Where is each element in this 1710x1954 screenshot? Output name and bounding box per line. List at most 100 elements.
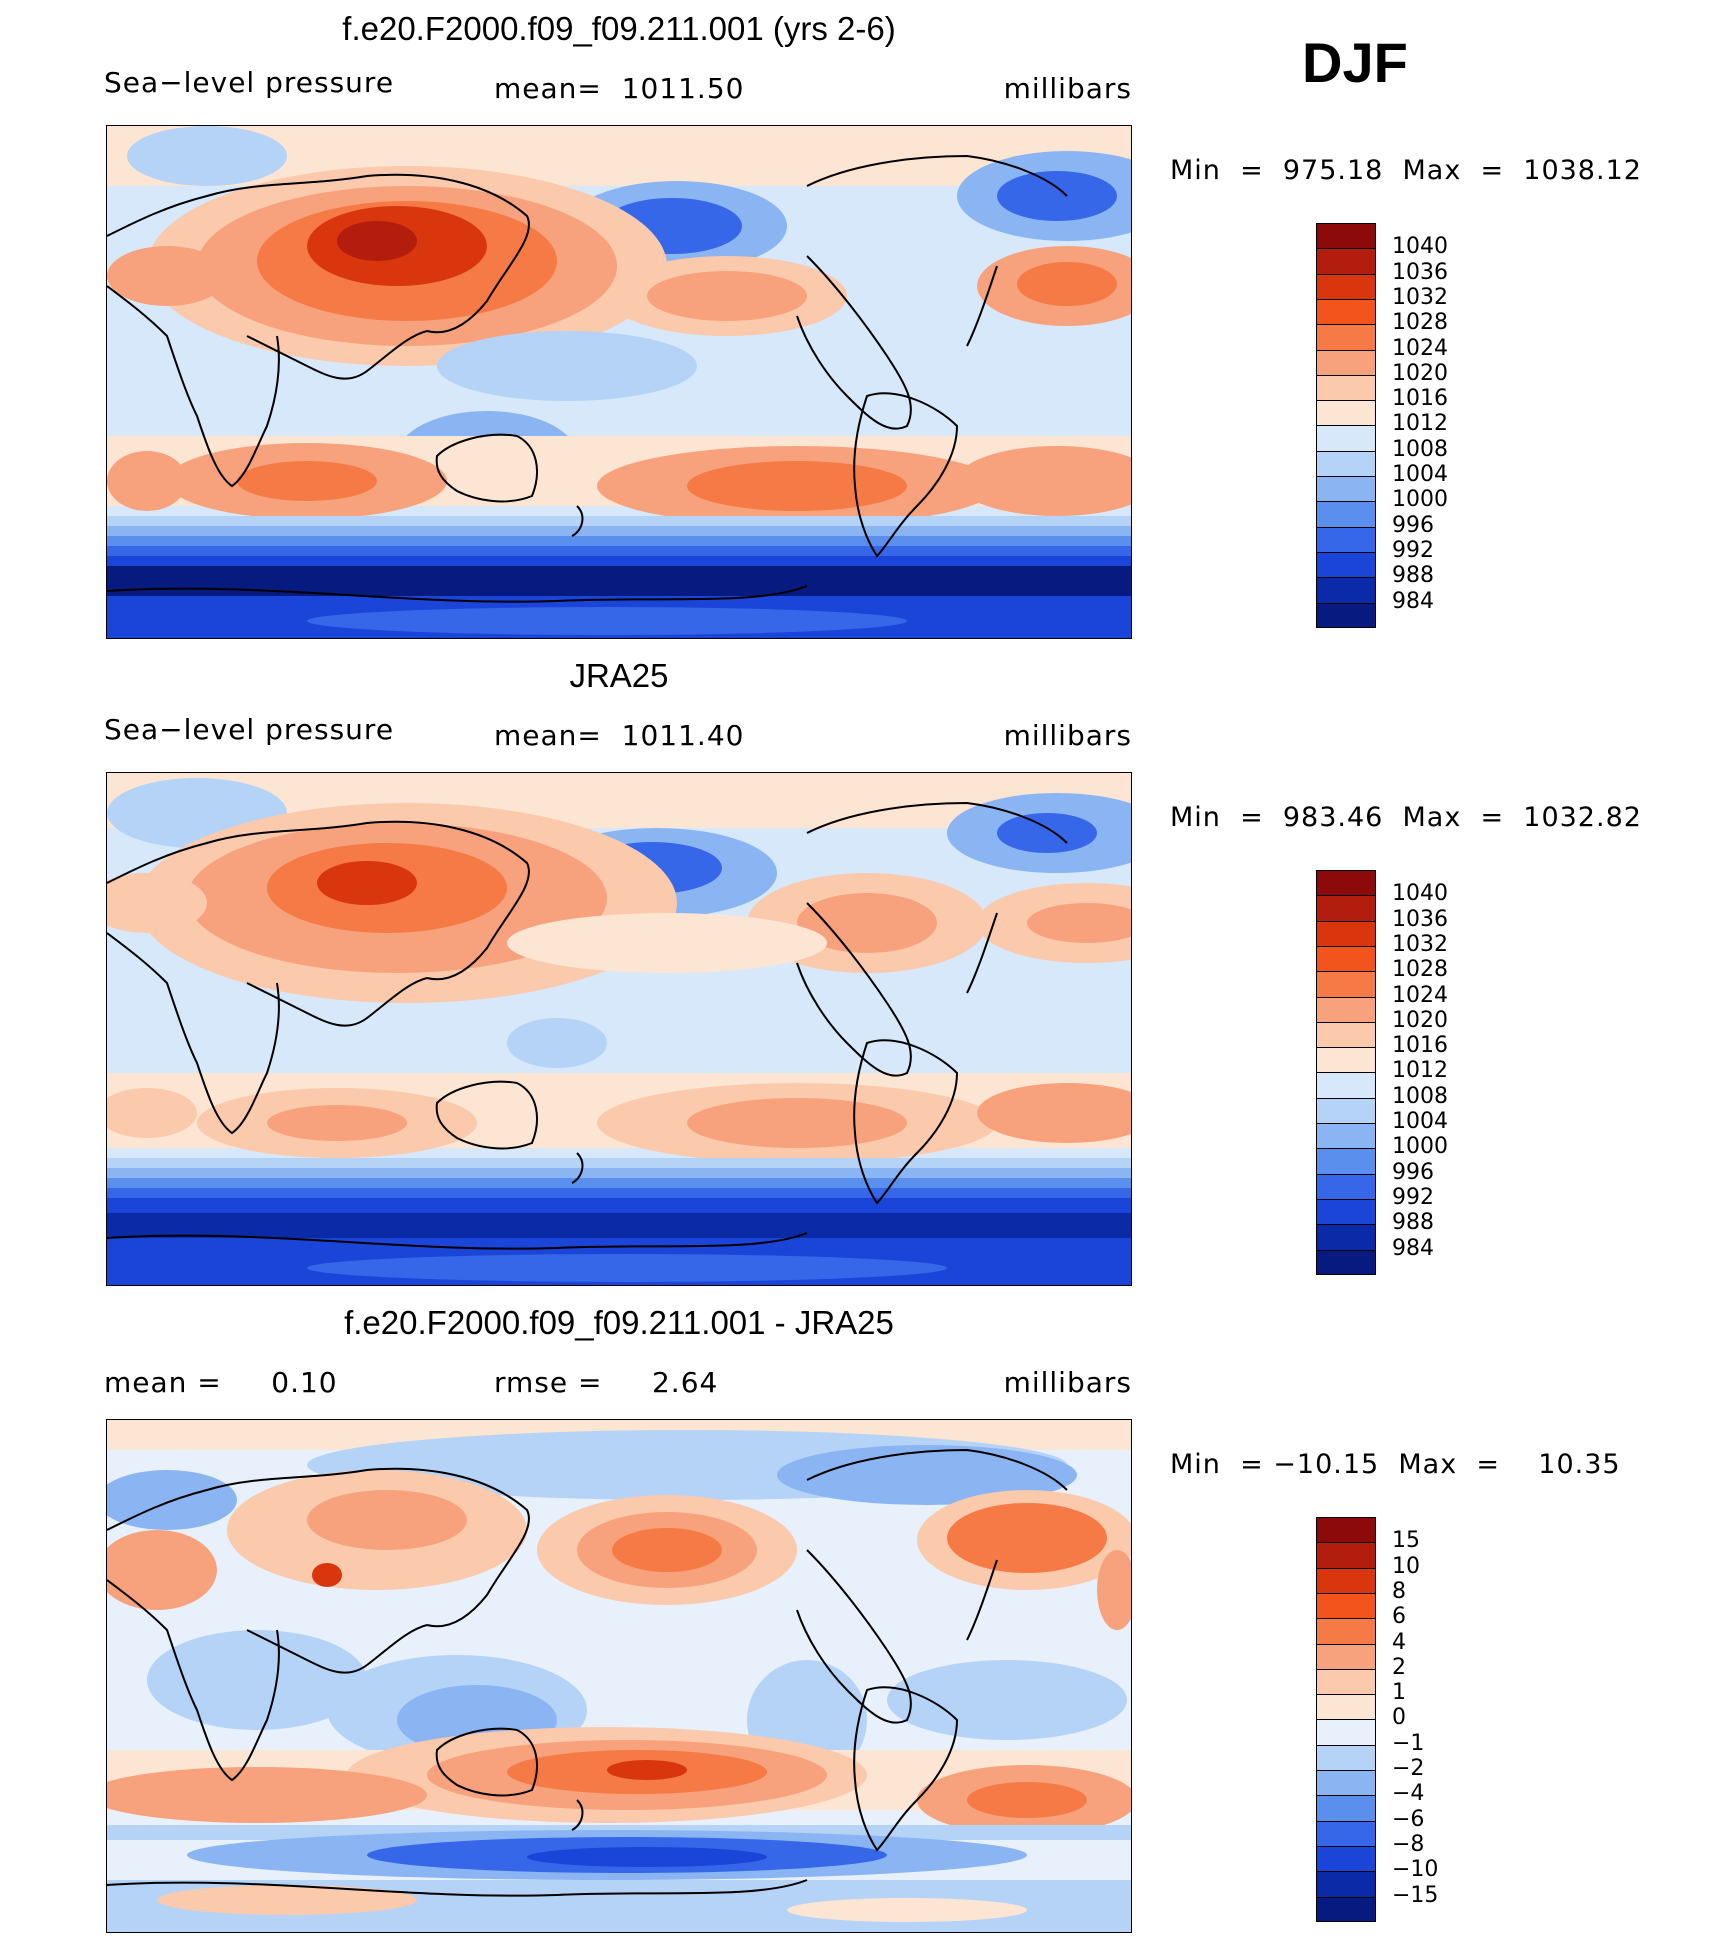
colorbar-swatch	[1316, 425, 1376, 452]
colorbar-swatch	[1316, 602, 1376, 629]
variable-label: Sea−level pressure	[104, 713, 395, 746]
colorbar-label: 1032	[1392, 284, 1448, 310]
colorbar-swatch	[1316, 1668, 1376, 1695]
colorbar-swatch	[1316, 248, 1376, 275]
min-max-label: Min = 983.46 Max = 1032.82	[1170, 802, 1642, 833]
colorbar-swatch	[1316, 1694, 1376, 1720]
colorbar-label: 1028	[1392, 957, 1448, 983]
map-field	[107, 1420, 1131, 1932]
colorbar-label: 1032	[1392, 931, 1448, 957]
colorbar-label: 1012	[1392, 1058, 1448, 1084]
colorbar-swatch	[1316, 1871, 1376, 1897]
colorbar-label: 0	[1392, 1705, 1406, 1731]
mean-label: mean = 0.10	[104, 1366, 338, 1399]
colorbar-label: 1024	[1392, 982, 1448, 1008]
colorbar-swatch	[1316, 920, 1376, 947]
panel-reference: JRA25 Sea−level pressure mean= 1011.40 m…	[0, 657, 1710, 1307]
colorbar-swatch	[1316, 1249, 1376, 1276]
colorbar-swatch	[1316, 273, 1376, 300]
units-label: millibars	[1003, 1366, 1132, 1399]
min-max-label: Min = −10.15 Max = 10.35	[1170, 1449, 1621, 1480]
colorbar-swatch	[1316, 577, 1376, 603]
panel-title: f.e20.F2000.f09_f09.211.001 - JRA25	[344, 1304, 894, 1341]
colorbar-swatch	[1316, 400, 1376, 426]
colorbar-swatch	[1316, 1845, 1376, 1872]
colorbar-label: 1024	[1392, 335, 1448, 361]
map-plot	[106, 125, 1132, 639]
colorbar-swatch	[1316, 1820, 1376, 1847]
colorbar-swatch	[1316, 1021, 1376, 1048]
colorbar-swatch	[1316, 1618, 1376, 1644]
colorbar-swatch	[1316, 476, 1376, 502]
colorbar-label: 1016	[1392, 386, 1448, 412]
colorbar-label: 992	[1392, 537, 1434, 563]
colorbar-label: 8	[1392, 1578, 1406, 1604]
colorbar-label: 984	[1392, 1235, 1434, 1261]
colorbar-label: 1016	[1392, 1033, 1448, 1059]
colorbar-label: −4	[1392, 1781, 1425, 1807]
min-max-label: Min = 975.18 Max = 1038.12	[1170, 155, 1642, 186]
units-label: millibars	[1003, 719, 1132, 752]
colorbar-label: 1004	[1392, 462, 1448, 487]
colorbar-swatch	[1316, 1744, 1376, 1771]
colorbar-label: −10	[1392, 1857, 1439, 1883]
colorbar-swatch	[1316, 1173, 1376, 1200]
colorbar-label: 1028	[1392, 310, 1448, 336]
colorbar-label: 4	[1392, 1629, 1406, 1655]
colorbar-label: 1012	[1392, 411, 1448, 437]
colorbar-swatch	[1316, 1896, 1376, 1923]
colorbar-label: 15	[1392, 1528, 1420, 1554]
colorbar-label: −6	[1392, 1806, 1425, 1832]
colorbar-label: 1000	[1392, 1134, 1448, 1160]
colorbar-swatch	[1316, 1047, 1376, 1073]
colorbar-swatch	[1316, 450, 1376, 477]
colorbar-swatch	[1316, 1123, 1376, 1149]
colorbar-swatch	[1316, 1719, 1376, 1746]
map-plot	[106, 1419, 1132, 1933]
colorbar-label: 1040	[1392, 234, 1448, 260]
mean-label: mean= 1011.40	[494, 719, 745, 752]
variable-label: Sea−level pressure	[104, 66, 395, 99]
panel-title: f.e20.F2000.f09_f09.211.001 (yrs 2-6)	[342, 10, 896, 47]
colorbar-label: −1	[1392, 1730, 1425, 1756]
colorbar-label: 984	[1392, 588, 1434, 614]
map-field	[107, 126, 1131, 638]
units-label: millibars	[1003, 72, 1132, 105]
colorbar-label: 1008	[1392, 1083, 1448, 1109]
colorbar-swatch	[1316, 1517, 1376, 1543]
colorbar-swatch	[1316, 971, 1376, 997]
colorbar-swatch	[1316, 1198, 1376, 1225]
colorbar-swatch	[1316, 1224, 1376, 1250]
colorbar-swatch	[1316, 1567, 1376, 1594]
colorbar-label: 1036	[1392, 259, 1448, 285]
colorbar-label: 1040	[1392, 881, 1448, 907]
map-plot	[106, 772, 1132, 1286]
colorbar-label: 992	[1392, 1184, 1434, 1210]
colorbar-label: 988	[1392, 1210, 1434, 1236]
colorbar-label: 988	[1392, 563, 1434, 589]
colorbar-swatch	[1316, 1542, 1376, 1569]
colorbar-swatch	[1316, 1072, 1376, 1099]
rmse-label: rmse = 2.64	[494, 1366, 719, 1399]
colorbar-swatch	[1316, 1592, 1376, 1619]
colorbar-label: 996	[1392, 1159, 1434, 1185]
colorbar-label: 1004	[1392, 1109, 1448, 1134]
colorbar-swatch	[1316, 223, 1376, 249]
colorbar-label: 1000	[1392, 487, 1448, 513]
colorbar-swatch	[1316, 1770, 1376, 1796]
colorbar-label: 10	[1392, 1553, 1420, 1579]
colorbar-swatch	[1316, 374, 1376, 401]
colorbar-swatch	[1316, 1097, 1376, 1124]
colorbar-label: 1	[1392, 1680, 1406, 1706]
panel-difference: f.e20.F2000.f09_f09.211.001 - JRA25 mean…	[0, 1304, 1710, 1954]
colorbar-swatch	[1316, 996, 1376, 1023]
map-field	[107, 773, 1131, 1285]
colorbar-swatch	[1316, 551, 1376, 578]
panel-title: JRA25	[569, 657, 669, 694]
colorbar-swatch	[1316, 1795, 1376, 1822]
colorbar-label: 1036	[1392, 906, 1448, 932]
colorbar-label: 1020	[1392, 360, 1448, 386]
colorbar-swatch	[1316, 870, 1376, 896]
colorbar-swatch	[1316, 1643, 1376, 1670]
colorbar-label: −8	[1392, 1831, 1425, 1857]
